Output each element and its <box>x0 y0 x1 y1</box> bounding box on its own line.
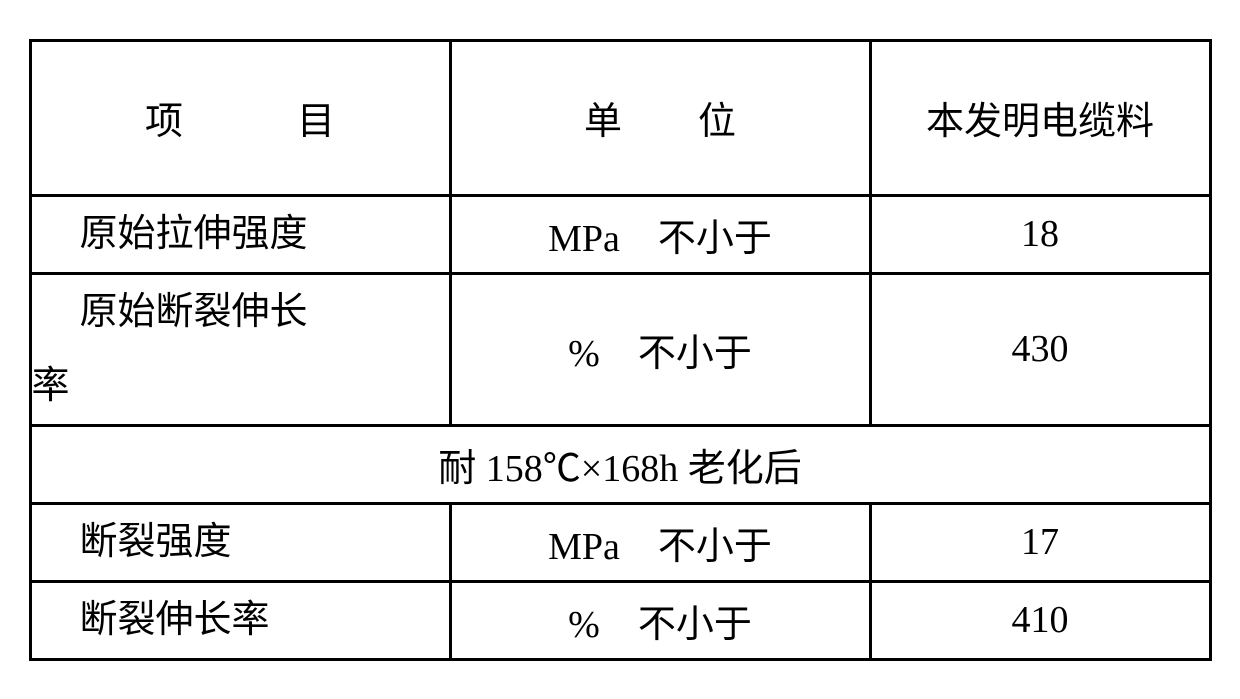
cell-item-text: 断裂伸长率 <box>32 583 449 657</box>
cell-item-text: 原始断裂伸长 率 <box>32 275 449 423</box>
col-header-value-label: 本发明电缆料 <box>926 101 1154 143</box>
cell-value: 410 <box>870 581 1210 659</box>
col-header-value: 本发明电缆料 <box>870 40 1210 195</box>
cell-value: 18 <box>870 195 1210 273</box>
cell-item-text: 断裂强度 <box>32 505 449 579</box>
col-header-item: 项 目 <box>30 40 450 195</box>
table-row: 原始拉伸强度 MPa 不小于 18 <box>30 195 1210 273</box>
table-row: 断裂伸长率 % 不小于 410 <box>30 581 1210 659</box>
table-header-row: 项 目 单 位 本发明电缆料 <box>30 40 1210 195</box>
section-header-cell: 耐 158℃×168h 老化后 <box>30 425 1210 503</box>
cell-item-text: 原始拉伸强度 <box>32 197 449 271</box>
cell-item: 原始拉伸强度 <box>30 195 450 273</box>
col-header-item-label: 项 目 <box>145 90 335 145</box>
col-header-unit: 单 位 <box>450 40 870 195</box>
cell-unit: % 不小于 <box>450 273 870 425</box>
cell-unit: MPa 不小于 <box>450 503 870 581</box>
cell-item: 断裂伸长率 <box>30 581 450 659</box>
col-header-unit-label: 单 位 <box>584 90 736 145</box>
cell-item: 断裂强度 <box>30 503 450 581</box>
cell-item-text-line2: 率 <box>32 349 449 423</box>
section-header-row: 耐 158℃×168h 老化后 <box>30 425 1210 503</box>
cell-value: 430 <box>870 273 1210 425</box>
cell-value: 17 <box>870 503 1210 581</box>
table-row: 断裂强度 MPa 不小于 17 <box>30 503 1210 581</box>
table-row: 原始断裂伸长 率 % 不小于 430 <box>30 273 1210 425</box>
cell-item-text-line1: 原始断裂伸长 <box>32 275 449 349</box>
properties-table: 项 目 单 位 本发明电缆料 原始拉伸强度 MPa 不小于 18 原始断裂伸长 … <box>29 39 1212 661</box>
cell-unit: MPa 不小于 <box>450 195 870 273</box>
cell-unit: % 不小于 <box>450 581 870 659</box>
cell-item: 原始断裂伸长 率 <box>30 273 450 425</box>
